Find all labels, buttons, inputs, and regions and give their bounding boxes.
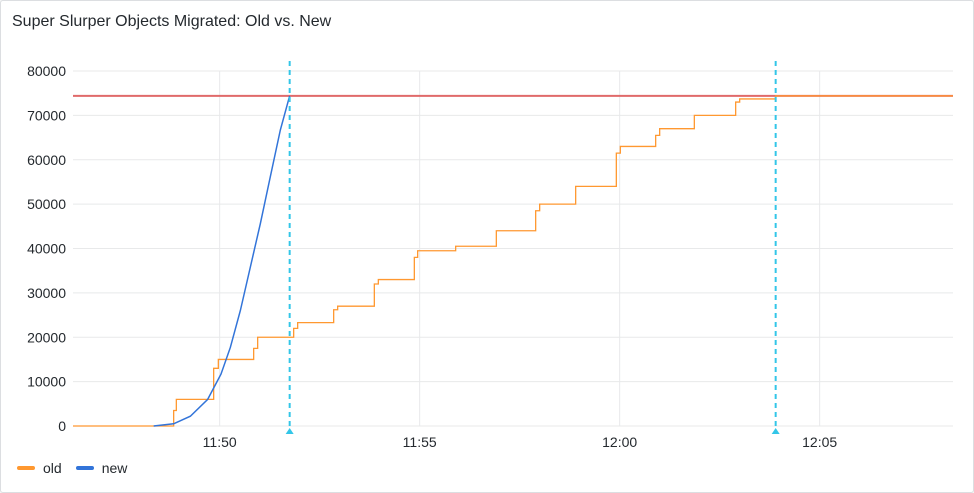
annotation-marker-icon [771, 428, 780, 434]
series-line-old [73, 95, 953, 427]
legend: old new [17, 460, 127, 476]
legend-label-old: old [43, 460, 62, 476]
panel-title: Super Slurper Objects Migrated: Old vs. … [12, 13, 332, 30]
y-tick-label: 60000 [27, 152, 66, 168]
y-tick-label: 10000 [27, 374, 66, 390]
legend-swatch-new [75, 466, 94, 470]
x-tick-label: 12:05 [802, 434, 837, 450]
y-tick-label: 80000 [27, 63, 66, 79]
series-line-new [153, 95, 291, 427]
y-tick-label: 70000 [27, 107, 66, 123]
y-tick-label: 50000 [27, 196, 66, 212]
legend-item-old[interactable]: old [17, 460, 62, 476]
legend-item-new[interactable]: new [75, 460, 128, 476]
y-tick-label: 20000 [27, 329, 66, 345]
y-tick-label: 40000 [27, 241, 66, 257]
y-tick-label: 30000 [27, 285, 66, 301]
legend-label-new: new [101, 460, 128, 476]
x-tick-label: 11:55 [403, 434, 437, 450]
annotation-marker-icon [285, 428, 294, 434]
x-tick-label: 12:00 [602, 434, 637, 450]
y-tick-label: 0 [58, 418, 66, 434]
x-tick-label: 11:50 [203, 434, 237, 450]
legend-swatch-old [17, 466, 35, 470]
